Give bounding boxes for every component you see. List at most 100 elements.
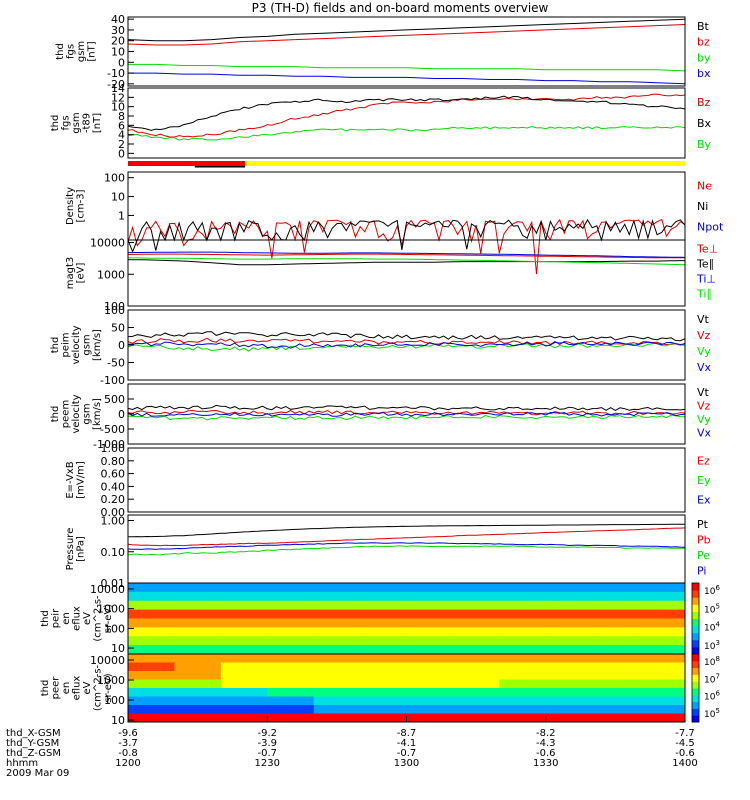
y-tick-label: 2 [118, 138, 125, 151]
legend-entry: Vz [697, 399, 711, 412]
heatmap-cell [499, 679, 547, 689]
date-label: 2009 Mar 09 [6, 768, 69, 779]
panel-frame [127, 447, 686, 513]
heatmap-cell [406, 696, 454, 706]
mode-bar [128, 161, 685, 168]
legend-entry: bx [697, 67, 711, 80]
series-line-Ni [127, 218, 686, 253]
heatmap-cell [592, 645, 640, 655]
colorbar-tick-label: 105 [704, 602, 720, 615]
x-tick-label: 1230 [255, 758, 280, 769]
heatmap-cell [360, 654, 407, 663]
heatmap-cell [360, 671, 407, 680]
legend-entry: Vz [697, 329, 711, 342]
x-tick-label: 1330 [533, 758, 558, 769]
series-line-bz [127, 24, 686, 46]
y-axis-label: E=-VxB[mV/m] [65, 461, 87, 499]
colorbar-step [692, 674, 699, 682]
heatmap-cell [128, 618, 175, 628]
series-line-By [127, 125, 686, 141]
legend-entry: Ti∥ [696, 288, 712, 301]
heatmap-cell [638, 705, 686, 714]
legend: Bt bz by bx [697, 20, 711, 80]
series-line-Pb [127, 527, 686, 547]
series-line-Pi [127, 542, 686, 550]
heatmap-cell [592, 679, 640, 689]
x-tick-label: -3.7 [118, 738, 138, 749]
heatmap-cell [313, 583, 361, 593]
series-line-bx [128, 72, 686, 85]
colorbar-step [692, 646, 699, 655]
heatmap-cell [638, 636, 686, 646]
heatmap-cell [267, 600, 315, 611]
heatmap-cell [499, 696, 547, 706]
y-tick-label: 100 [104, 300, 125, 313]
legend-entry: Ti⊥ [696, 273, 716, 286]
heatmap-cell [638, 713, 686, 723]
colorbar: 105 106 107 108 [691, 653, 720, 723]
series-line-by [128, 63, 686, 72]
heatmap-cell [128, 609, 175, 619]
series-line-Ti∥ [127, 257, 686, 266]
heatmap-cell [220, 618, 268, 628]
heatmap-cell [592, 713, 640, 723]
colorbar: 103 104 105 106 [691, 582, 720, 655]
y-tick-label: 14 [111, 82, 125, 95]
y-tick-label: 1000 [97, 603, 125, 616]
mode-bar-fast [244, 161, 685, 166]
y-tick-label: 10000 [90, 654, 125, 667]
y-axis-label: thdfgsgsm-t89[nT] [50, 112, 103, 133]
heatmap-cell [313, 662, 361, 672]
colorbar-tick-label: 107 [704, 672, 720, 685]
heatmap-cell [220, 583, 268, 593]
heatmap-cell [128, 679, 175, 689]
y-tick-label: -10 [107, 67, 125, 80]
heatmap-cell [638, 645, 686, 655]
heatmap-cell [499, 600, 547, 611]
heatmap-cell [128, 688, 175, 697]
heatmap-cell [545, 713, 593, 723]
x-tick-label: -0.8 [118, 748, 138, 759]
heatmap-cell [267, 671, 315, 680]
heatmap-cell [313, 609, 361, 619]
heatmap-cell [406, 662, 454, 672]
heatmap-cell [452, 696, 500, 706]
heatmap-cell [360, 618, 407, 628]
heatmap-cell [638, 688, 686, 697]
legend-entry: Bt [697, 20, 710, 33]
x-tick-label: -4.5 [675, 738, 695, 749]
heatmap-cell [267, 679, 315, 689]
y-tick-label: 8 [118, 110, 125, 123]
heatmap-cell [452, 583, 500, 593]
heatmap-cell [220, 713, 268, 723]
heatmap-cell [360, 688, 407, 697]
panel-frame [127, 87, 686, 159]
heatmap-cell [545, 645, 593, 655]
y-tick-label: -100 [100, 374, 125, 387]
heatmap-cell [592, 627, 640, 637]
heatmap-cell [128, 705, 175, 714]
heatmap-cell [360, 627, 407, 637]
x-tick-label: -4.3 [536, 738, 556, 749]
heatmap-cell [128, 591, 175, 602]
heatmap-cell [406, 654, 454, 663]
y-tick-label: 40 [111, 13, 125, 26]
heatmap-cells [128, 654, 686, 723]
heatmap-cell [592, 654, 640, 663]
legend: Bz Bx By [697, 96, 712, 151]
heatmap-cell [499, 583, 547, 593]
colorbar-step [692, 708, 699, 716]
y-tick-label: 0.60 [101, 468, 126, 481]
heatmap-cell [220, 654, 268, 663]
heatmap-cell [174, 654, 222, 663]
heatmap-cell [267, 696, 315, 706]
heatmap-cell [592, 618, 640, 628]
y-tick-label: 0 [118, 56, 125, 69]
heatmap-cell [406, 627, 454, 637]
heatmap-cell [592, 671, 640, 680]
heatmap-cell [452, 705, 500, 714]
heatmap-cell [406, 671, 454, 680]
heatmap-cell [174, 696, 222, 706]
heatmap-cell [174, 583, 222, 593]
